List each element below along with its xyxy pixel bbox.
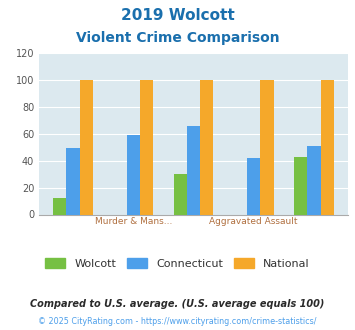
Bar <box>127 135 140 214</box>
Bar <box>247 158 260 214</box>
Bar <box>307 146 321 214</box>
Bar <box>66 148 80 214</box>
Bar <box>294 156 307 214</box>
Legend: Wolcott, Connecticut, National: Wolcott, Connecticut, National <box>41 253 314 273</box>
Bar <box>200 80 213 214</box>
Bar <box>321 80 334 214</box>
Bar <box>187 126 200 214</box>
Bar <box>80 80 93 214</box>
Text: Violent Crime Comparison: Violent Crime Comparison <box>76 31 279 45</box>
Text: 2019 Wolcott: 2019 Wolcott <box>121 8 234 23</box>
Bar <box>260 80 274 214</box>
Text: © 2025 CityRating.com - https://www.cityrating.com/crime-statistics/: © 2025 CityRating.com - https://www.city… <box>38 317 317 326</box>
Bar <box>53 198 66 214</box>
Bar <box>174 174 187 214</box>
Bar <box>140 80 153 214</box>
Text: Compared to U.S. average. (U.S. average equals 100): Compared to U.S. average. (U.S. average … <box>30 299 325 309</box>
